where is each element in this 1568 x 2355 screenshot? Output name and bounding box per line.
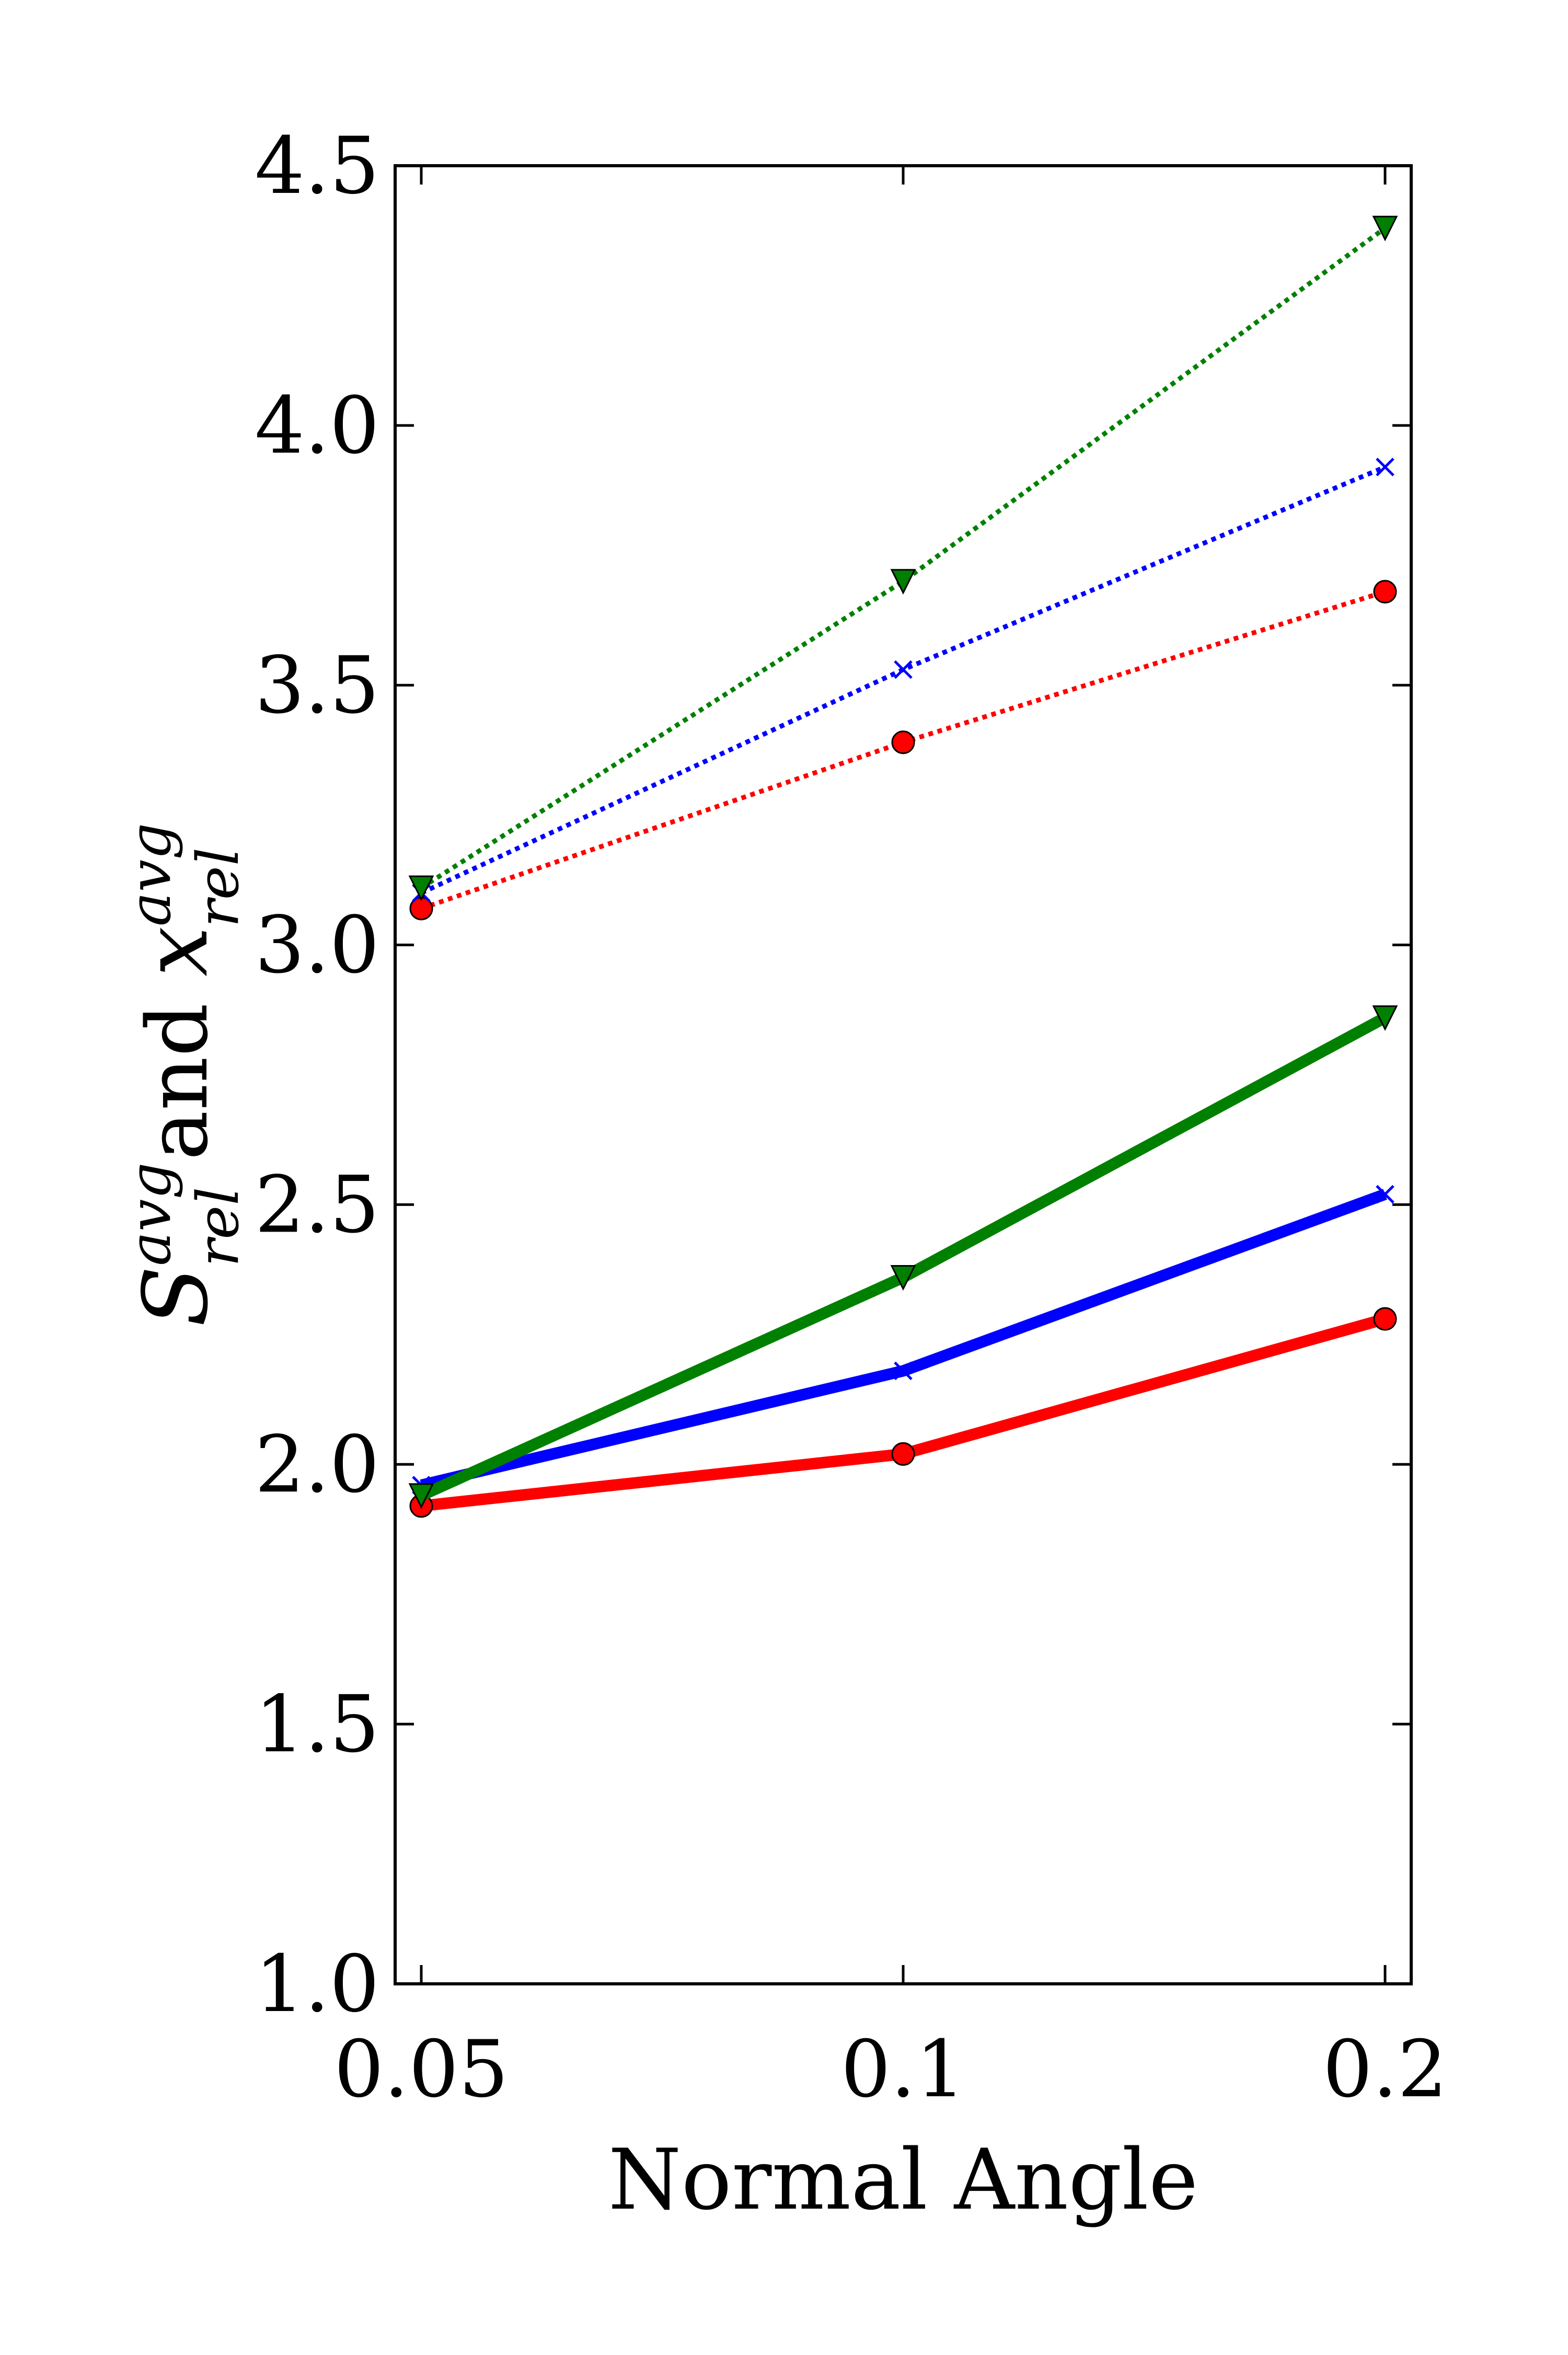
series-solid-triangle-down — [408, 1005, 1398, 1509]
marker-circle — [891, 1442, 915, 1466]
y-tick-label: 3.5 — [255, 640, 379, 731]
y-tick-label: 2.0 — [255, 1419, 379, 1510]
y-tick-label: 4.0 — [255, 381, 379, 472]
series-dotted-triangle-down — [408, 215, 1398, 901]
y-title-x-sub: rel — [185, 847, 251, 927]
marker-triangle-down — [408, 875, 434, 901]
x-tick-label: 0.1 — [841, 2024, 966, 2115]
x-axis-title: Normal Angle — [608, 2131, 1198, 2228]
marker-x — [894, 1361, 913, 1381]
y-title-s-sub: rel — [185, 1187, 251, 1267]
y-tick-label: 1.0 — [255, 1939, 379, 2030]
x-tick-label: 0.2 — [1323, 2024, 1448, 2115]
marker-triangle-down — [1372, 215, 1398, 242]
y-tick-label: 3.0 — [255, 900, 379, 991]
plot-frame — [394, 164, 1413, 1985]
series-dotted-circle — [409, 580, 1397, 921]
x-tick-label: 0.05 — [334, 2024, 509, 2115]
y-tick-label: 1.5 — [255, 1679, 379, 1770]
marker-triangle-down — [890, 1265, 916, 1291]
marker-x — [894, 660, 913, 679]
y-title-x-sup: avg — [117, 823, 183, 926]
y-title-conj: and — [129, 977, 226, 1187]
y-title-x: x — [124, 926, 228, 977]
y-axis-title: Savgrel and xavgrel — [117, 823, 251, 1327]
marker-circle — [1373, 580, 1397, 604]
marker-x — [1376, 1185, 1394, 1204]
marker-circle — [1373, 1307, 1397, 1331]
marker-circle — [891, 730, 915, 754]
y-title-s: S — [124, 1266, 228, 1327]
marker-triangle-down — [890, 569, 916, 595]
y-tick-label: 4.5 — [255, 121, 379, 212]
y-tick-label: 2.5 — [255, 1159, 379, 1250]
marker-triangle-down — [408, 1483, 434, 1509]
marker-triangle-down — [1372, 1005, 1398, 1031]
tick-layer: 1.0 1.5 2.0 2.5 3.0 3.5 4.0 4.5 0.05 0.1 0.2 — [255, 121, 1447, 2115]
y-title-s-sup: avg — [117, 1162, 183, 1266]
series-line — [420, 226, 1387, 890]
series-layer — [408, 215, 1398, 1518]
marker-x — [1376, 457, 1394, 477]
